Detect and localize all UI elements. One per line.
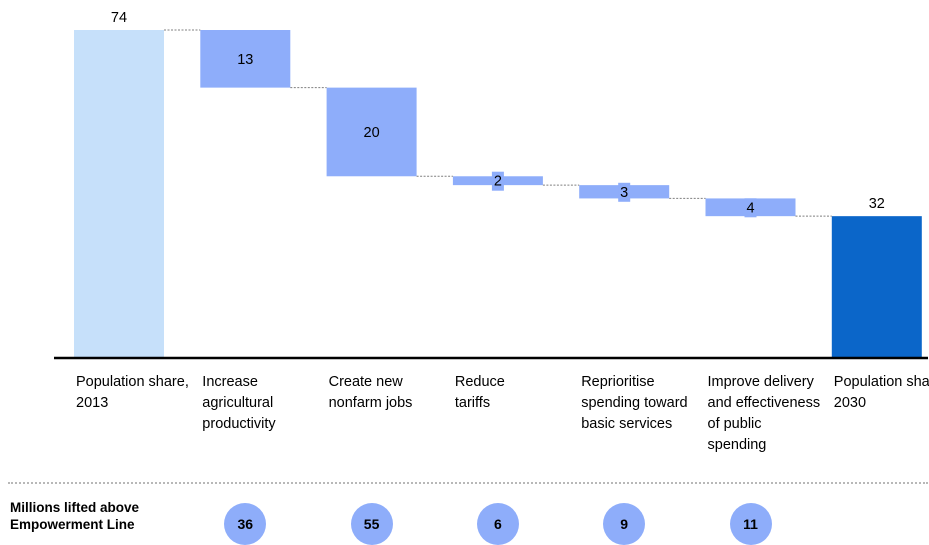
- bar-2: [326, 87, 417, 177]
- bar-6: [831, 216, 922, 358]
- footer-value-2: 6: [476, 503, 519, 545]
- data-label-box-4: [618, 182, 631, 202]
- footer-value-4: 11: [729, 503, 772, 545]
- category-label-0: Population share, 2013: [76, 374, 189, 411]
- bar-0: [74, 30, 164, 358]
- category-label-6: Population share, 2030: [833, 374, 929, 411]
- data-label-4: 3: [620, 185, 628, 201]
- footer-value-0: 36: [224, 503, 267, 545]
- data-label-box-5: [744, 198, 757, 218]
- data-label-box-3: [491, 171, 504, 191]
- data-label-3: 2: [494, 174, 502, 190]
- category-label-3: Reduce tariffs: [454, 374, 505, 411]
- footer-title: Millions lifted above Empowerment Line: [10, 500, 140, 532]
- footer-value-3: 9: [603, 503, 646, 545]
- category-label-2: Create new nonfarm jobs: [328, 374, 413, 411]
- category-label-1: Increase agricultural productivity: [202, 374, 276, 432]
- footer-value-1: 55: [350, 503, 393, 545]
- data-label-0: 74: [111, 10, 127, 26]
- bar-1: [200, 30, 291, 88]
- data-label-6: 32: [869, 196, 885, 212]
- category-label-5: Improve delivery and effectiveness of pu…: [707, 374, 821, 453]
- waterfall-chart: 74 13 20 2 3 4 32: [54, 10, 928, 360]
- data-label-1: 13: [237, 52, 253, 68]
- data-label-5: 4: [746, 200, 754, 216]
- data-label-2: 20: [364, 125, 380, 141]
- footer-divider: [8, 482, 928, 484]
- category-label-4: Reprioritise spending toward basic servi…: [581, 374, 688, 432]
